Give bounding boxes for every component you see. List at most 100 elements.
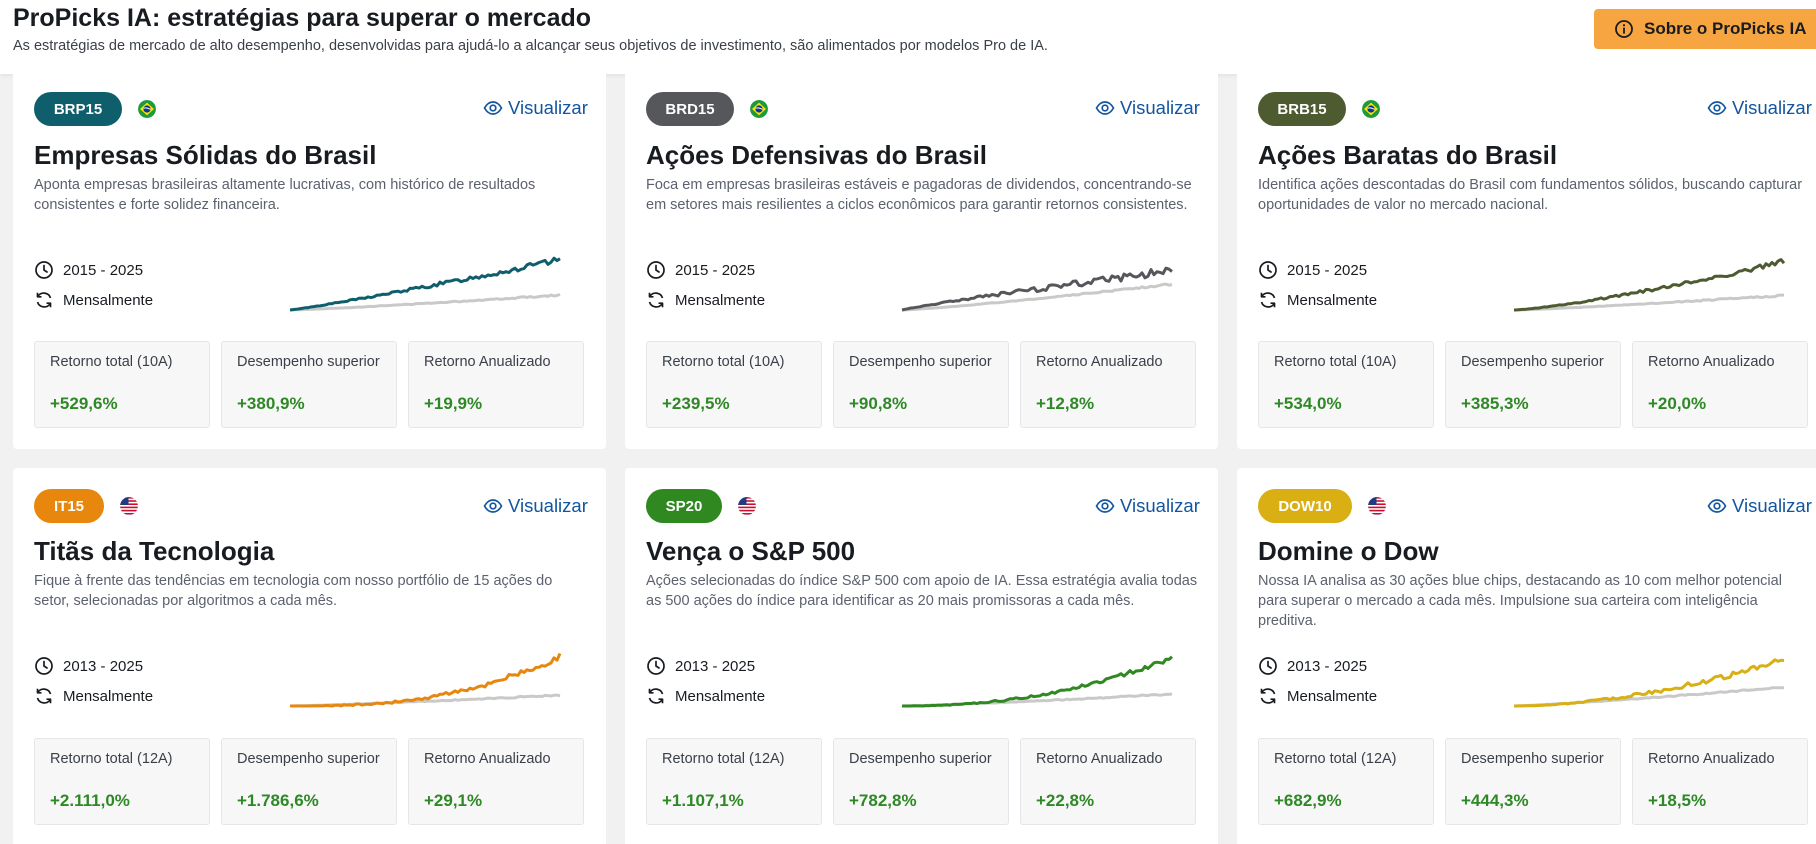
strategy-description: Foca em empresas brasileiras estáveis e … bbox=[646, 177, 1192, 213]
strategy-title: Empresas Sólidas do Brasil bbox=[34, 140, 377, 170]
about-propicks-button[interactable]: Sobre o ProPicks IA bbox=[1594, 9, 1816, 49]
strategy-card[interactable]: DOW10 Visualizar Domine o Dow Nossa IA a… bbox=[1237, 468, 1816, 844]
view-strategy-link[interactable]: Visualizar bbox=[483, 97, 588, 119]
stat-box: Retorno Anualizado +29,1% bbox=[408, 738, 584, 825]
strategy-code-badge: BRP15 bbox=[34, 92, 122, 126]
stat-box: Retorno total (10A) +529,6% bbox=[34, 341, 210, 428]
stat-value: +782,8% bbox=[849, 791, 917, 810]
stat-value: +1.786,6% bbox=[237, 791, 319, 810]
strategy-card[interactable]: SP20 Visualizar Vença o S&P 500 Ações se… bbox=[625, 468, 1218, 844]
stat-label: Desempenho superior bbox=[849, 751, 992, 767]
stat-value: +1.107,1% bbox=[662, 791, 744, 810]
refresh-icon bbox=[1258, 290, 1278, 310]
stat-value: +385,3% bbox=[1461, 394, 1529, 413]
stat-box: Retorno Anualizado +18,5% bbox=[1632, 738, 1808, 825]
strategy-line bbox=[289, 256, 561, 312]
stat-box: Retorno Anualizado +22,8% bbox=[1020, 738, 1196, 825]
view-strategy-link[interactable]: Visualizar bbox=[1095, 495, 1200, 517]
strategy-card[interactable]: IT15 Visualizar Titãs da Tecnologia Fiqu… bbox=[13, 468, 606, 844]
view-link-label: Visualizar bbox=[1732, 495, 1812, 516]
strategy-frequency: Mensalmente bbox=[34, 290, 153, 310]
stat-value: +12,8% bbox=[1036, 394, 1095, 413]
brazil-flag-icon bbox=[138, 100, 156, 118]
brazil-flag-icon bbox=[750, 100, 768, 118]
stat-box: Retorno Anualizado +19,9% bbox=[408, 341, 584, 428]
view-strategy-link[interactable]: Visualizar bbox=[1707, 97, 1812, 119]
strategy-title: Titãs da Tecnologia bbox=[34, 536, 275, 566]
clock-icon bbox=[34, 656, 54, 676]
strategy-title: Ações Defensivas do Brasil bbox=[646, 140, 988, 170]
strategy-period: 2015 - 2025 bbox=[34, 260, 143, 280]
stat-label: Retorno Anualizado bbox=[1036, 751, 1163, 767]
info-icon bbox=[1614, 19, 1634, 39]
strategy-line bbox=[1513, 258, 1786, 312]
period-text: 2015 - 2025 bbox=[1287, 261, 1368, 279]
strategy-frequency: Mensalmente bbox=[34, 686, 153, 706]
stat-value: +18,5% bbox=[1648, 791, 1707, 810]
refresh-icon bbox=[34, 686, 54, 706]
frequency-text: Mensalmente bbox=[63, 687, 154, 705]
view-strategy-link[interactable]: Visualizar bbox=[1095, 97, 1200, 119]
performance-sparkline bbox=[289, 652, 562, 708]
stat-box: Desempenho superior +380,9% bbox=[221, 341, 397, 428]
stat-value: +19,9% bbox=[424, 394, 483, 413]
eye-icon bbox=[483, 496, 503, 516]
view-strategy-link[interactable]: Visualizar bbox=[483, 495, 588, 517]
strategy-card[interactable]: BRB15 Visualizar Ações Baratas do Brasil… bbox=[1237, 60, 1816, 449]
refresh-icon bbox=[34, 290, 54, 310]
clock-icon bbox=[646, 260, 666, 280]
performance-sparkline bbox=[901, 655, 1174, 708]
stat-value: +2.111,0% bbox=[50, 791, 130, 810]
strategy-code-badge: IT15 bbox=[34, 489, 104, 523]
stat-label: Retorno Anualizado bbox=[424, 751, 551, 767]
stat-label: Retorno Anualizado bbox=[1648, 354, 1775, 370]
about-button-label: Sobre o ProPicks IA bbox=[1644, 19, 1807, 38]
eye-icon bbox=[1707, 98, 1727, 118]
usa-flag-icon bbox=[120, 497, 138, 515]
stat-value: +380,9% bbox=[237, 394, 305, 413]
frequency-text: Mensalmente bbox=[675, 291, 766, 309]
stat-box: Desempenho superior +1.786,6% bbox=[221, 738, 397, 825]
view-link-label: Visualizar bbox=[1732, 97, 1812, 118]
eye-icon bbox=[483, 98, 503, 118]
eye-icon bbox=[1095, 98, 1115, 118]
stat-value: +239,5% bbox=[662, 394, 730, 413]
period-text: 2015 - 2025 bbox=[63, 261, 144, 279]
strategy-title: Vença o S&P 500 bbox=[646, 536, 856, 566]
stat-box: Desempenho superior +385,3% bbox=[1445, 341, 1621, 428]
eye-icon bbox=[1095, 496, 1115, 516]
refresh-icon bbox=[646, 686, 666, 706]
strategy-description: Aponta empresas brasileiras altamente lu… bbox=[34, 177, 536, 213]
period-text: 2015 - 2025 bbox=[675, 261, 756, 279]
strategy-code-badge: SP20 bbox=[646, 489, 722, 523]
strategy-code-badge: DOW10 bbox=[1258, 489, 1352, 523]
strategy-period: 2013 - 2025 bbox=[646, 656, 755, 676]
strategy-line bbox=[290, 652, 562, 708]
frequency-text: Mensalmente bbox=[1287, 291, 1378, 309]
clock-icon bbox=[1258, 260, 1278, 280]
page-title: ProPicks IA: estratégias para superar o … bbox=[13, 4, 592, 32]
performance-sparkline bbox=[1513, 658, 1785, 708]
eye-icon bbox=[1707, 496, 1727, 516]
strategy-card[interactable]: BRP15 Visualizar Empresas Sólidas do Bra… bbox=[13, 60, 606, 449]
stat-label: Retorno total (12A) bbox=[50, 751, 173, 767]
stat-value: +22,8% bbox=[1036, 791, 1095, 810]
strategy-description: Nossa IA analisa as 30 ações blue chips,… bbox=[1258, 573, 1782, 629]
stat-box: Retorno total (10A) +534,0% bbox=[1258, 341, 1434, 428]
clock-icon bbox=[646, 656, 666, 676]
stat-box: Retorno Anualizado +12,8% bbox=[1020, 341, 1196, 428]
strategy-card[interactable]: BRD15 Visualizar Ações Defensivas do Bra… bbox=[625, 60, 1218, 449]
stat-label: Retorno Anualizado bbox=[1648, 751, 1775, 767]
stat-label: Retorno total (10A) bbox=[50, 354, 173, 370]
strategy-frequency: Mensalmente bbox=[646, 686, 765, 706]
frequency-text: Mensalmente bbox=[63, 291, 154, 309]
stat-label: Desempenho superior bbox=[1461, 354, 1604, 370]
strategy-description: Ações selecionadas do índice S&P 500 com… bbox=[646, 573, 1198, 609]
view-strategy-link[interactable]: Visualizar bbox=[1707, 495, 1812, 517]
period-text: 2013 - 2025 bbox=[1287, 657, 1368, 675]
strategy-line bbox=[902, 655, 1174, 708]
period-text: 2013 - 2025 bbox=[63, 657, 144, 675]
strategy-code-badge: BRD15 bbox=[646, 92, 734, 126]
stat-box: Desempenho superior +444,3% bbox=[1445, 738, 1621, 825]
stat-label: Desempenho superior bbox=[1461, 751, 1604, 767]
